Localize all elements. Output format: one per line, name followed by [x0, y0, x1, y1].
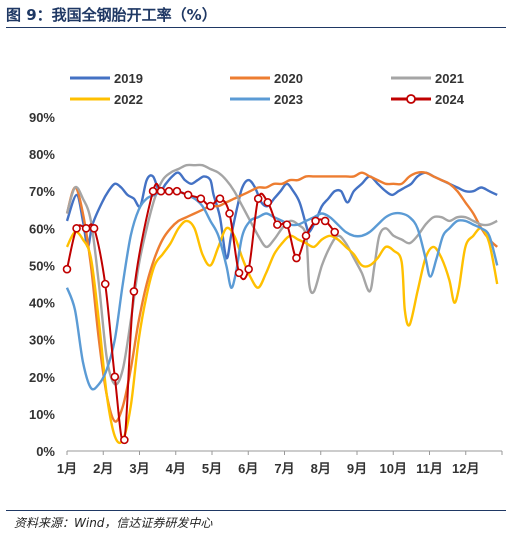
x-tick-label: 10月: [380, 461, 407, 476]
y-tick-label: 70%: [29, 184, 55, 199]
y-tick-label: 40%: [29, 296, 55, 311]
series-point-2024: [89, 224, 99, 233]
x-tick-label: 5月: [202, 461, 222, 476]
series-point-2024: [156, 186, 166, 196]
title-divider: [6, 27, 506, 28]
x-axis-labels: 1月 2月 3月 4月 5月 6月 7月 8月 9月 10月 11月 12月: [57, 461, 480, 476]
y-tick-label: 90%: [29, 110, 55, 125]
y-tick-label: 80%: [29, 147, 55, 162]
series-point-2024: [164, 186, 174, 196]
legend-label: 2024: [435, 92, 465, 107]
source-note: 资料来源：Wind，信达证券研发中心: [14, 516, 213, 530]
y-tick-label: 60%: [29, 221, 55, 236]
y-tick-label: 30%: [29, 333, 55, 348]
source-divider: [6, 510, 506, 511]
series-point-2024: [263, 198, 273, 207]
series-line-2019: [65, 171, 498, 260]
series-point-2024: [148, 186, 158, 196]
series-point-2024: [253, 194, 263, 203]
series-point-2024: [81, 224, 91, 233]
series-line-2020: [65, 170, 499, 423]
series-point-2024: [225, 209, 234, 218]
series-point-2024: [110, 372, 120, 382]
series-point-2024: [282, 220, 292, 229]
x-tick-label: 4月: [166, 461, 186, 476]
series-point-2024: [129, 287, 139, 296]
legend: 2019 2020 2021 2022 2023 2024: [70, 71, 465, 107]
legend-label: 2019: [114, 71, 143, 86]
x-tick-label: 7月: [274, 461, 294, 476]
series-point-2024: [244, 264, 253, 274]
series-point-2024: [273, 220, 282, 229]
line-chart: 0% 10% 20% 30% 40% 50% 60% 70% 80% 90% 1月 2月 3月 4月 5月…: [29, 71, 503, 476]
series-line-2021: [65, 163, 498, 386]
series-point-2024: [311, 216, 320, 226]
series-line-2023: [65, 189, 499, 391]
x-tick-label: 11月: [416, 461, 443, 476]
legend-label: 2021: [435, 71, 464, 86]
y-axis-labels: 0% 10% 20% 30% 40% 50% 60% 70% 80% 90%: [29, 110, 55, 459]
legend-label: 2020: [274, 71, 303, 86]
series-point-2024: [206, 201, 215, 211]
series-point-2024: [172, 186, 182, 196]
series-point-2024: [62, 264, 72, 274]
x-tick-label: 9月: [347, 461, 367, 476]
series-point-2024: [330, 227, 339, 237]
series-point-2024: [196, 194, 206, 203]
x-tick-label: 12月: [452, 461, 479, 476]
series-point-2024: [234, 268, 244, 278]
y-tick-label: 10%: [29, 407, 55, 422]
series-point-2024: [120, 435, 129, 445]
y-tick-label: 0%: [36, 444, 55, 459]
series-markers: [62, 186, 339, 445]
series-point-2024: [301, 231, 311, 241]
series-point-2024: [215, 194, 225, 203]
series-point-2024: [72, 224, 81, 233]
legend-label: 2023: [274, 92, 303, 107]
x-tick-label: 8月: [311, 461, 331, 476]
x-tick-label: 3月: [129, 461, 149, 476]
x-tick-label: 2月: [93, 461, 113, 476]
x-tick-label: 1月: [57, 461, 77, 476]
series-point-2024: [100, 279, 110, 289]
x-tick-label: 6月: [238, 461, 258, 476]
y-tick-label: 20%: [29, 370, 55, 385]
series-lines: [65, 163, 499, 445]
legend-marker-2024: [406, 94, 416, 104]
legend-label: 2022: [114, 92, 143, 107]
x-axis: [66, 450, 503, 455]
figure-title: 图 9：我国全钢胎开工率（%）: [6, 6, 217, 24]
series-point-2024: [320, 216, 330, 226]
series-point-2024: [183, 190, 193, 200]
y-tick-label: 50%: [29, 258, 55, 273]
series-point-2024: [292, 253, 301, 263]
